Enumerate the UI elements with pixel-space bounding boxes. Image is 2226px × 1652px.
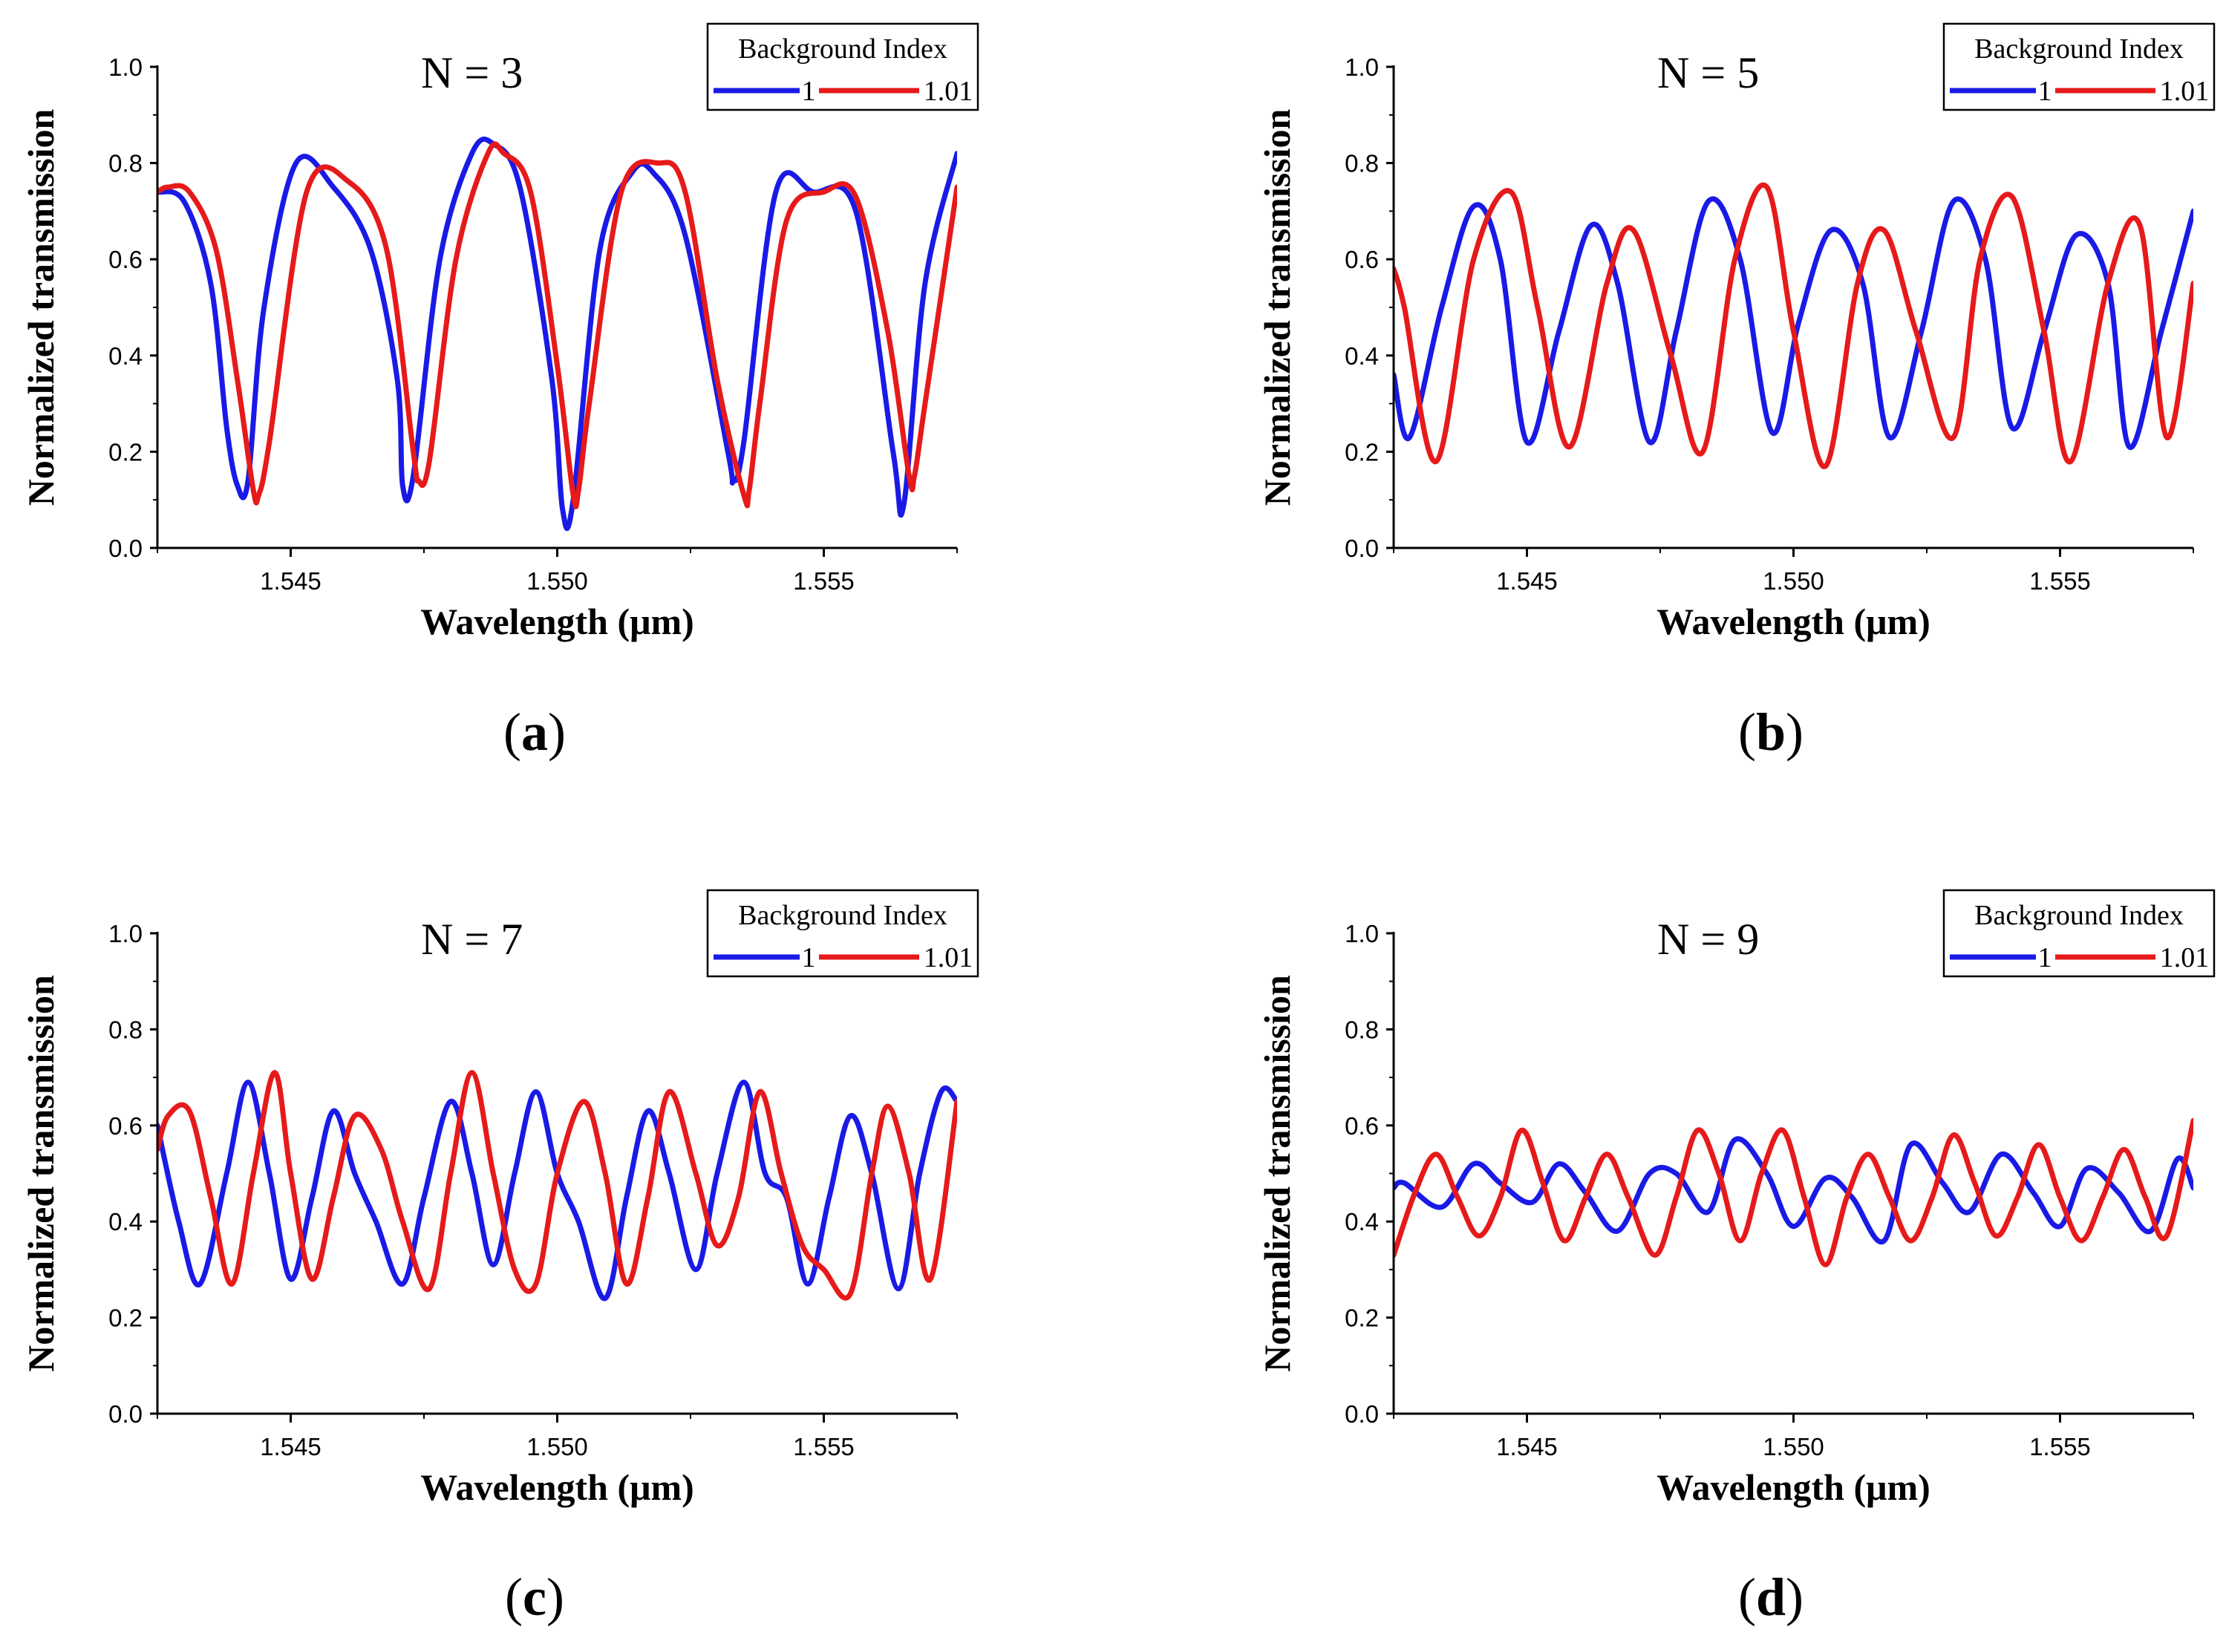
panel-caption: (d) <box>1738 1567 1804 1627</box>
x-tick-label: 1.545 <box>1496 567 1558 595</box>
legend-label-2: 1.01 <box>924 942 973 973</box>
y-tick-label: 0.0 <box>108 1400 143 1428</box>
y-tick-label: 1.0 <box>108 920 143 947</box>
series-line-1 <box>157 1080 957 1302</box>
y-axis-label: Normalized transmission <box>20 108 62 506</box>
y-tick-label: 1.0 <box>108 53 143 81</box>
y-tick-label: 0.8 <box>1345 150 1379 177</box>
series-line-2 <box>1394 1117 2193 1267</box>
x-tick-label: 1.545 <box>260 1433 322 1460</box>
legend-box <box>1942 22 2216 111</box>
x-axis-label: Wavelength (μm) <box>1657 1466 1930 1508</box>
legend-label-2: 1.01 <box>924 76 973 107</box>
legend-box <box>706 889 979 978</box>
y-tick-label: 0.0 <box>1345 535 1379 562</box>
y-tick-label: 1.0 <box>1345 53 1379 81</box>
y-axis-label: Normalized transmission <box>20 975 62 1372</box>
series-line-2 <box>157 1070 957 1301</box>
x-tick-label: 1.550 <box>526 567 588 595</box>
panel-title: N = 5 <box>1657 48 1759 97</box>
y-tick-label: 1.0 <box>1345 920 1379 947</box>
panel-caption: (a) <box>503 702 566 762</box>
legend-label-1: 1 <box>2038 76 2052 107</box>
y-tick-label: 0.4 <box>1345 1208 1379 1235</box>
y-tick-label: 0.0 <box>1345 1400 1379 1428</box>
x-tick-label: 1.550 <box>1763 1433 1824 1460</box>
series-line-2 <box>1394 182 2193 469</box>
y-tick-label: 0.4 <box>108 342 143 370</box>
legend-title: Background Index <box>1974 33 2184 65</box>
x-tick-label: 1.555 <box>793 1433 855 1460</box>
y-tick-label: 0.6 <box>108 1112 143 1140</box>
y-tick-label: 0.2 <box>108 1305 143 1332</box>
legend-label-2: 1.01 <box>2160 76 2210 107</box>
legend-title: Background Index <box>1974 900 2184 931</box>
legend-box <box>706 22 979 111</box>
series-line-1 <box>1394 1136 2193 1245</box>
x-tick-label: 1.555 <box>2029 1433 2091 1460</box>
y-axis-label: Normalized transmission <box>1256 975 1298 1372</box>
panel-title: N = 9 <box>1657 915 1759 964</box>
x-tick-label: 1.555 <box>2029 567 2091 595</box>
x-tick-label: 1.555 <box>793 567 855 595</box>
y-tick-label: 0.6 <box>108 246 143 273</box>
y-tick-label: 0.2 <box>108 438 143 466</box>
y-tick-label: 0.6 <box>1345 1112 1379 1140</box>
panel-title: N = 7 <box>421 915 523 964</box>
series-line-1 <box>157 137 957 532</box>
chart-panel-b: 0.0 0.2 0.4 0.6 0.8 1.0 1.545 1.550 1.555 Wavelen… <box>1256 22 2216 762</box>
legend: Background Index 1 1.01 <box>1942 889 2216 978</box>
x-tick-label: 1.550 <box>526 1433 588 1460</box>
y-tick-label: 0.4 <box>1345 342 1379 370</box>
legend-label-1: 1 <box>802 942 816 973</box>
x-tick-label: 1.550 <box>1763 567 1824 595</box>
x-axis-label: Wavelength (μm) <box>420 1466 694 1508</box>
legend: Background Index 1 1.01 <box>1942 22 2216 111</box>
chart-panel-d: 0.0 0.2 0.4 0.6 0.8 1.0 1.545 1.550 1.555 Wavelen… <box>1256 889 2216 1627</box>
legend-box <box>1942 889 2216 978</box>
panel-caption: (b) <box>1738 702 1804 762</box>
panel-title: N = 3 <box>421 48 523 97</box>
legend-label-2: 1.01 <box>2160 942 2210 973</box>
y-tick-label: 0.8 <box>1345 1016 1379 1043</box>
y-tick-label: 0.8 <box>108 1016 143 1043</box>
legend-label-1: 1 <box>802 76 816 107</box>
panel-caption: (c) <box>505 1567 564 1627</box>
x-tick-label: 1.545 <box>1496 1433 1558 1460</box>
y-tick-label: 0.6 <box>1345 246 1379 273</box>
legend-label-1: 1 <box>2038 942 2052 973</box>
y-tick-label: 0.0 <box>108 535 143 562</box>
x-axis-label: Wavelength (μm) <box>420 601 694 642</box>
chart-panel-a: 0.0 0.2 0.4 0.6 0.8 1.0 1.545 1.550 1.555 Wavelen… <box>20 22 979 762</box>
legend: Background Index 1 1.01 <box>706 22 979 111</box>
chart-panel-c: 0.0 0.2 0.4 0.6 0.8 1.0 1.545 1.550 1.555 Wavelen… <box>20 889 979 1627</box>
y-axis-label: Normalized transmission <box>1256 108 1298 506</box>
x-axis-label: Wavelength (μm) <box>1657 601 1930 642</box>
series-line-2 <box>157 141 957 509</box>
legend-title: Background Index <box>738 33 947 65</box>
y-tick-label: 0.4 <box>108 1208 143 1235</box>
series-line-1 <box>1394 196 2193 450</box>
y-tick-label: 0.8 <box>108 150 143 177</box>
y-tick-label: 0.2 <box>1345 438 1379 466</box>
x-tick-label: 1.545 <box>260 567 322 595</box>
legend: Background Index 1 1.01 <box>706 889 979 978</box>
legend-title: Background Index <box>738 900 947 931</box>
y-tick-label: 0.2 <box>1345 1305 1379 1332</box>
